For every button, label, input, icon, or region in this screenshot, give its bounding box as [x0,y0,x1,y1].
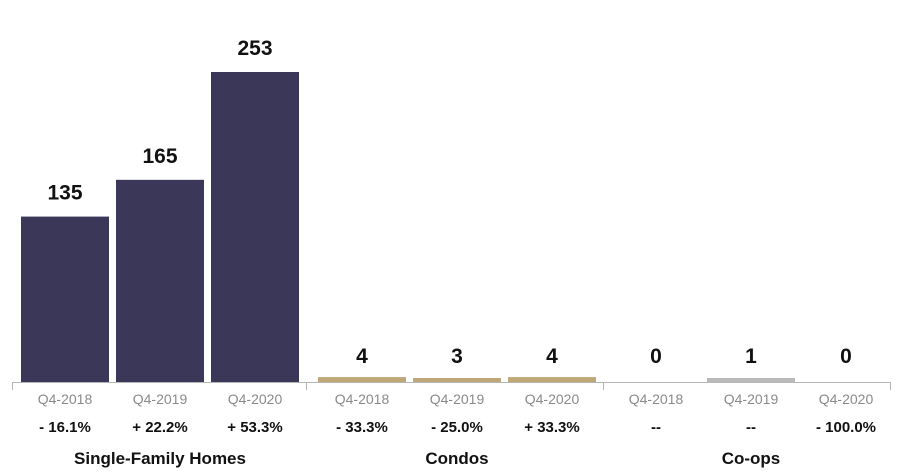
bar-value-label: 3 [451,345,463,368]
group-label: Single-Family Homes [74,449,246,468]
change-percent-label: + 22.2% [132,419,187,436]
x-tick-label: Q4-2019 [724,391,779,407]
x-tick-label: Q4-2019 [430,391,485,407]
x-tick-label: Q4-2018 [629,391,684,407]
bar-condos-q4-2020 [508,377,596,382]
change-percent-label: - 25.0% [431,419,483,436]
bar-value-label: 0 [840,345,852,368]
group-label: Co-ops [722,449,781,468]
x-tick-label: Q4-2019 [133,391,188,407]
x-tick-label: Q4-2020 [525,391,580,407]
x-tick-label: Q4-2020 [819,391,874,407]
bar-value-label: 135 [47,182,82,205]
bar-condos-q4-2018 [318,377,406,382]
bar-value-label: 1 [745,345,757,368]
x-tick-label: Q4-2020 [228,391,283,407]
bar-value-label: 0 [650,345,662,368]
x-tick-label: Q4-2018 [38,391,93,407]
change-percent-label: + 33.3% [524,419,579,436]
bar-single-family-homes-q4-2020 [211,72,299,382]
change-percent-label: -- [651,419,661,436]
bar-co-ops-q4-2019 [707,378,795,382]
change-percent-label: -- [746,419,756,436]
bar-value-label: 4 [356,345,368,368]
bar-single-family-homes-q4-2019 [116,179,204,382]
bar-condos-q4-2019 [413,378,501,382]
change-percent-label: + 53.3% [227,419,282,436]
x-tick-label: Q4-2018 [335,391,390,407]
bar-value-label: 4 [546,345,558,368]
bar-value-label: 165 [142,145,177,168]
change-percent-label: - 16.1% [39,419,91,436]
bar-value-label: 253 [237,37,272,60]
change-percent-label: - 100.0% [816,419,876,436]
group-label: Condos [425,449,488,468]
change-percent-label: - 33.3% [336,419,388,436]
bar-single-family-homes-q4-2018 [21,216,109,382]
